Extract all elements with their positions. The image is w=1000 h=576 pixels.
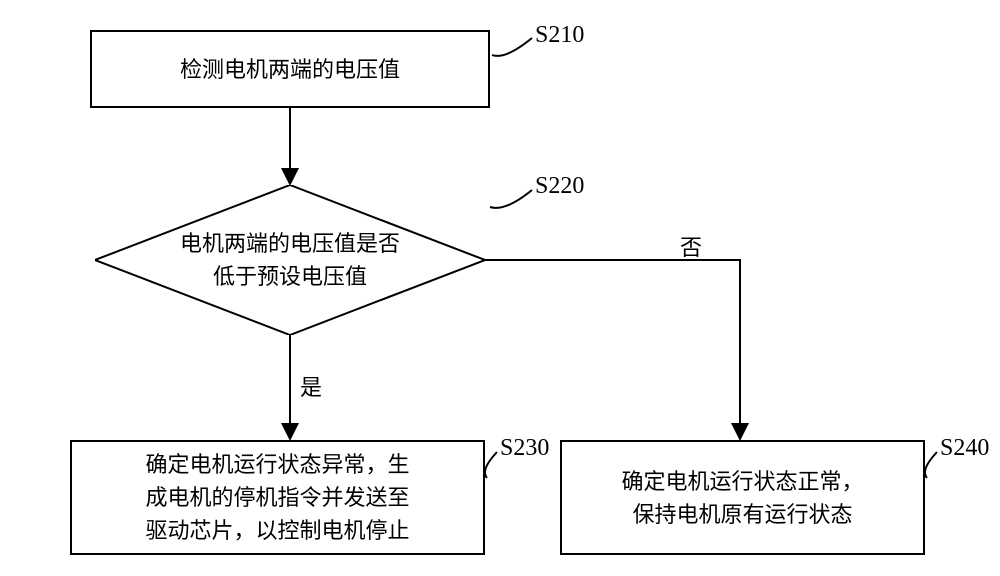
step-label-s240: S240 [940,435,989,462]
step-label-s210: S210 [535,22,584,49]
node-text: 电机两端的电压值是否 低于预设电压值 [95,185,485,335]
text-line: 保持电机原有运行状态 [632,502,852,527]
step-label-s230: S230 [500,435,549,462]
text-line: 驱动芯片，以控制电机停止 [145,518,409,543]
text-line: 电机两端的电压值是否 [180,231,400,256]
step-label-s220: S220 [535,173,584,200]
flow-node-s220: 电机两端的电压值是否 低于预设电压值 [95,185,485,335]
flow-node-s240: 确定电机运行状态正常， 保持电机原有运行状态 [560,440,925,555]
flow-node-s210: 检测电机两端的电压值 [90,30,490,108]
flow-node-s230: 确定电机运行状态异常，生 成电机的停机指令并发送至 驱动芯片，以控制电机停止 [70,440,485,555]
text-line: 确定电机运行状态正常， [621,469,863,494]
text-line: 成电机的停机指令并发送至 [145,485,409,510]
edge-label-no: 否 [680,230,702,262]
node-text: 检测电机两端的电压值 [180,53,400,86]
text-line: 确定电机运行状态异常，生 [145,452,409,477]
text-line: 低于预设电压值 [213,264,367,289]
edge-label-yes: 是 [300,370,322,402]
